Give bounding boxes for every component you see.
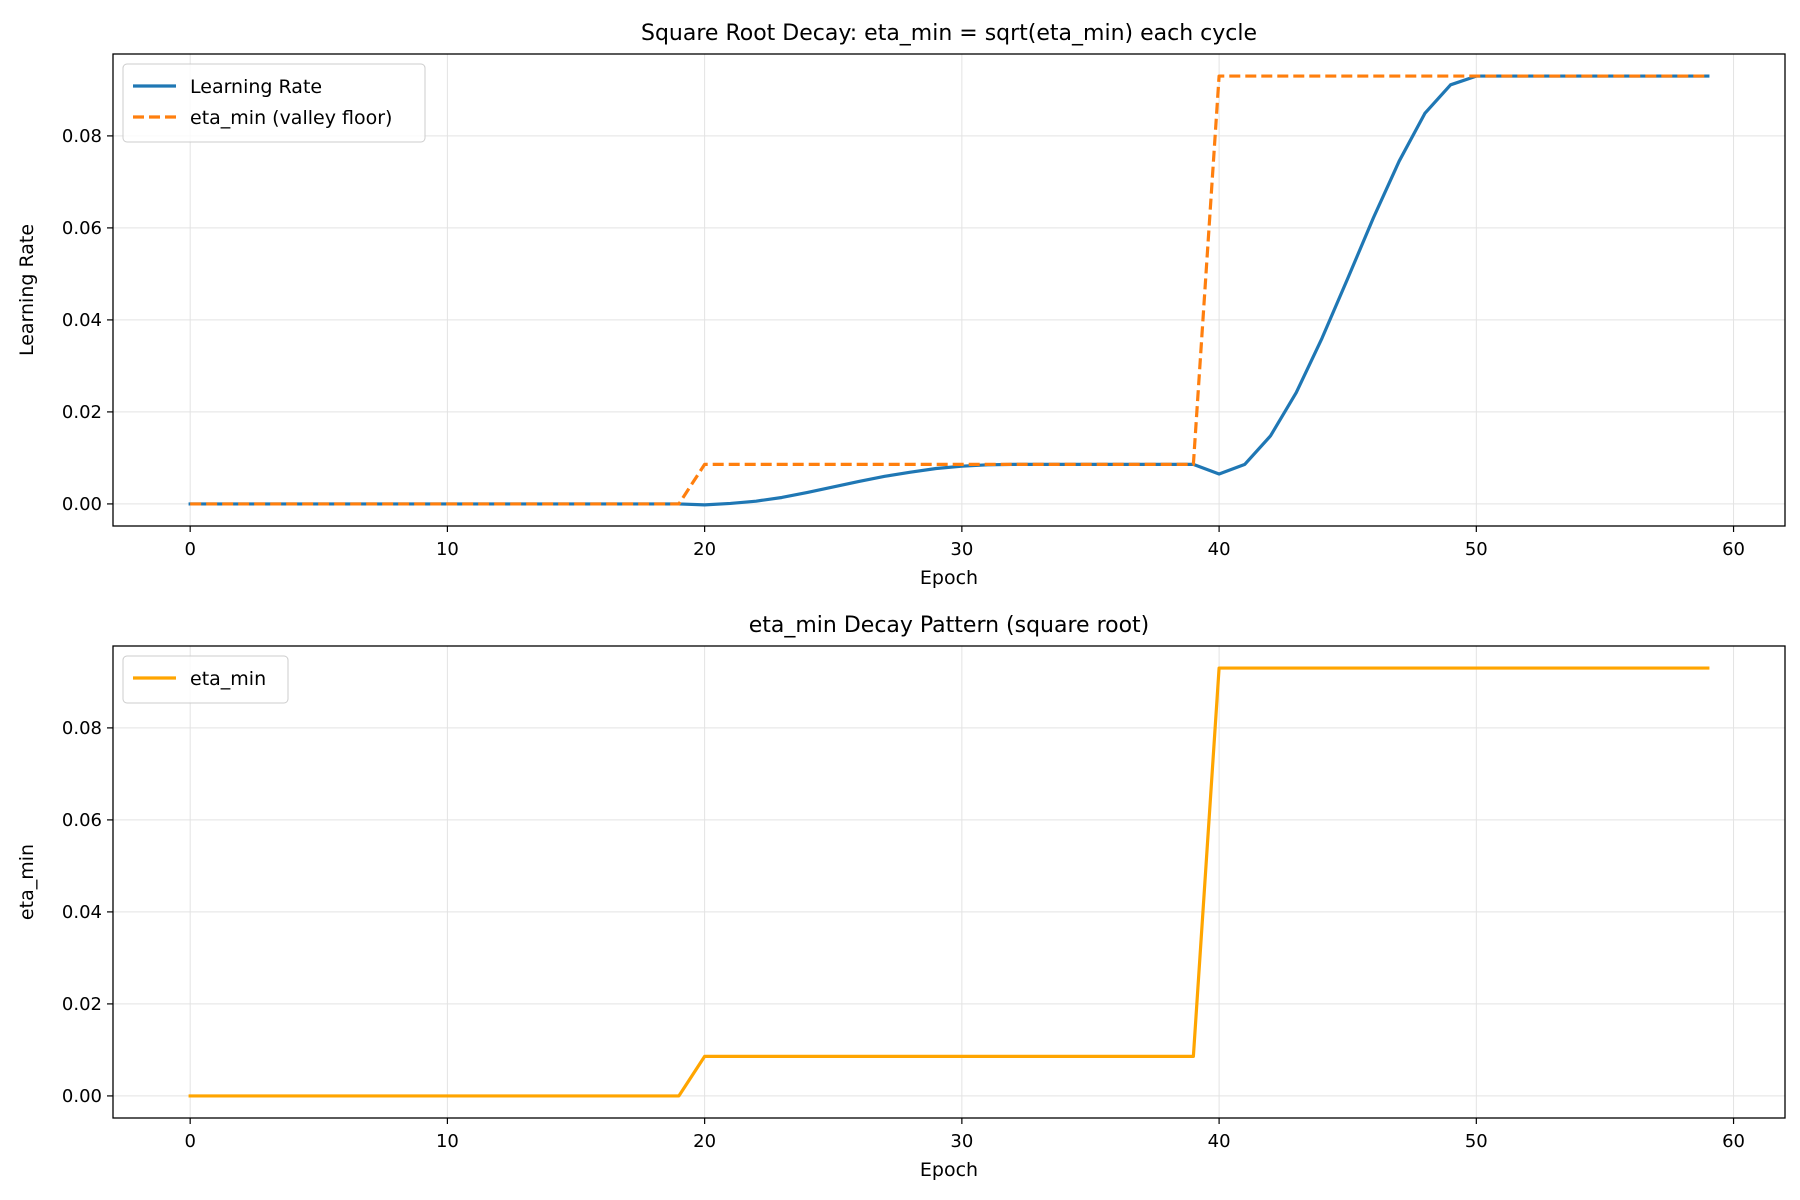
y-tick-label: 0.04: [62, 310, 102, 331]
y-tick-label: 0.06: [62, 810, 102, 831]
legend-box: [122, 63, 426, 143]
y-tick-label: 0.00: [62, 1086, 102, 1107]
y-tick-label: 0.02: [62, 402, 102, 423]
x-tick-label: 30: [950, 539, 973, 560]
legend: Learning Rate eta_min (valley floor): [122, 63, 426, 143]
x-tick-label: 10: [436, 1131, 459, 1152]
y-tick-label: 0.08: [62, 126, 102, 147]
legend-label: Learning Rate: [190, 76, 322, 98]
eta-min-valley-floor-line: [190, 74, 1708, 506]
eta-min-chart: 0 10 20 30 40 50 60 0.00 0.02 0.04 0.06 0.08 eta_mi…: [16, 613, 1786, 1181]
x-tick-label: 20: [693, 539, 716, 560]
legend: eta_min: [122, 655, 289, 704]
y-tick-label: 0.00: [62, 494, 102, 515]
x-tick-label: 40: [1208, 539, 1231, 560]
chart-title: eta_min Decay Pattern (square root): [749, 613, 1150, 638]
plot-frame: [112, 645, 1786, 1119]
plot-frame: [112, 53, 1786, 527]
y-tick-label: 0.04: [62, 902, 102, 923]
learning-rate-chart: 0 10 20 30 40 50 60 0.00 0.02 0.04 0.06 0.08 Square…: [16, 21, 1786, 589]
learning-rate-line: [188, 74, 1710, 507]
x-tick-label: 60: [1722, 1131, 1745, 1152]
legend-label: eta_min: [190, 668, 266, 690]
y-axis-label: Learning Rate: [16, 224, 38, 356]
legend-box: [122, 655, 289, 704]
x-tick-label: 50: [1465, 539, 1488, 560]
x-axis-label: Epoch: [920, 1159, 978, 1181]
x-tick-label: 0: [184, 539, 195, 560]
y-tick-label: 0.02: [62, 994, 102, 1015]
y-axis-label: eta_min: [16, 844, 38, 920]
legend-label: eta_min (valley floor): [190, 107, 392, 129]
eta-min-line: [188, 666, 1710, 1098]
x-axis-label: Epoch: [920, 567, 978, 589]
x-tick-label: 0: [184, 1131, 195, 1152]
x-tick-label: 50: [1465, 1131, 1488, 1152]
x-tick-label: 10: [436, 539, 459, 560]
y-tick-label: 0.08: [62, 718, 102, 739]
x-tick-label: 60: [1722, 539, 1745, 560]
x-tick-label: 40: [1208, 1131, 1231, 1152]
x-tick-label: 30: [950, 1131, 973, 1152]
x-tick-label: 20: [693, 1131, 716, 1152]
y-tick-label: 0.06: [62, 218, 102, 239]
chart-title: Square Root Decay: eta_min = sqrt(eta_mi…: [641, 21, 1257, 46]
